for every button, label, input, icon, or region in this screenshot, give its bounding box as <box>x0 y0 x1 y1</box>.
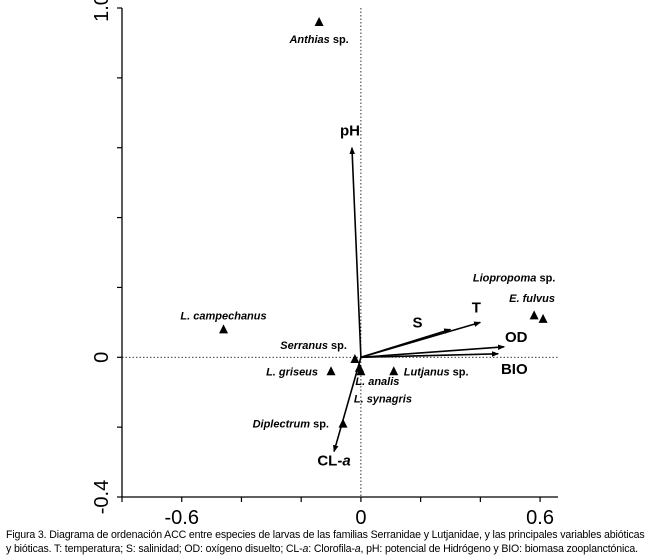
species-name: L. griseus <box>266 366 318 378</box>
vector-label-cl-a: CL-a <box>317 453 350 470</box>
x-tick-label: 0 <box>355 507 366 525</box>
vector-arrow-cl-a <box>333 357 362 453</box>
species-name: Liopropoma <box>473 272 537 284</box>
species-marker <box>356 366 366 376</box>
species-marker <box>338 418 348 428</box>
species-marker <box>314 16 324 26</box>
species-name: Serranus <box>280 340 328 352</box>
species-marker <box>538 313 548 323</box>
species-label: L. analis <box>355 376 399 388</box>
species-label: L. campechanus <box>180 310 266 322</box>
species-name: Anthias <box>288 34 329 46</box>
axes: -0.6 0 0.6 -0.4 0 1.0 <box>91 0 558 525</box>
species-suffix: sp. <box>536 272 555 284</box>
caption-text: Figura 3. Diagrama de ordenación ACC ent… <box>6 529 645 541</box>
species-suffix: sp. <box>328 340 347 352</box>
species-label: Anthias sp. <box>288 34 348 46</box>
species-name: L. analis <box>355 376 399 388</box>
species-name: L. synagris <box>354 393 412 405</box>
species-suffix: sp. <box>310 419 329 431</box>
vector-arrow-t <box>360 321 482 359</box>
cca-ordination-chart: -0.6 0 0.6 -0.4 0 1.0 pH S T OD BIO CL-a Anthias s… <box>91 0 558 525</box>
vector-label-s: S <box>412 314 422 331</box>
species-label: L. synagris <box>354 393 412 405</box>
species-label: L. griseus <box>266 366 318 378</box>
vector-label-od: OD <box>505 329 528 346</box>
x-tick-label: -0.6 <box>164 507 198 525</box>
caption-line-2: y bióticas. T: temperatura; S: salinidad… <box>6 542 654 556</box>
species-suffix: sp. <box>330 34 349 46</box>
vector-arrow-od <box>360 344 505 359</box>
caption-italic: a <box>302 543 309 555</box>
species-marker <box>529 310 539 320</box>
vector-label-ph: pH <box>340 123 360 140</box>
vector-arrow-ph <box>349 147 362 358</box>
species-name: Diplectrum <box>253 419 311 431</box>
species-suffix: sp. <box>450 366 469 378</box>
caption-text: : Clorofila- <box>308 543 355 555</box>
caption-italic: a <box>354 543 361 555</box>
species-label: Liopropoma sp. <box>473 272 556 284</box>
caption-text: y bióticas. T: temperatura; S: salinidad… <box>6 543 303 555</box>
caption-text: , pH: potencial de Hidrógeno y BIO: biom… <box>360 543 639 555</box>
vector-label-t: T <box>472 299 481 316</box>
y-tick-label: 0 <box>91 352 113 363</box>
vector-arrow-bio <box>360 351 499 359</box>
variable-vectors: pH S T OD BIO CL-a <box>317 123 528 470</box>
species-label: Diplectrum sp. <box>253 419 329 431</box>
vector-label-bio: BIO <box>501 361 528 378</box>
species-label: E. fulvus <box>509 293 555 305</box>
caption-line-1: Figura 3. Diagrama de ordenación ACC ent… <box>6 528 654 542</box>
species-label: Lutjanus sp. <box>404 366 469 378</box>
species-name: L. campechanus <box>180 310 266 322</box>
species-label: Serranus sp. <box>280 340 347 352</box>
y-tick-label: 1.0 <box>91 0 113 22</box>
x-tick-label: 0.6 <box>526 507 554 525</box>
species-name: Lutjanus <box>404 366 450 378</box>
y-tick-label: -0.4 <box>91 480 113 514</box>
reference-lines <box>122 8 558 497</box>
vector-label-part: a <box>342 453 350 470</box>
species-marker <box>389 366 399 376</box>
species-marker <box>350 354 360 364</box>
figure-caption: Figura 3. Diagrama de ordenación ACC ent… <box>6 528 654 556</box>
species-marker <box>219 324 229 334</box>
species-marker <box>326 366 336 376</box>
species-name: E. fulvus <box>509 293 555 305</box>
vector-label-part: CL- <box>317 453 342 470</box>
